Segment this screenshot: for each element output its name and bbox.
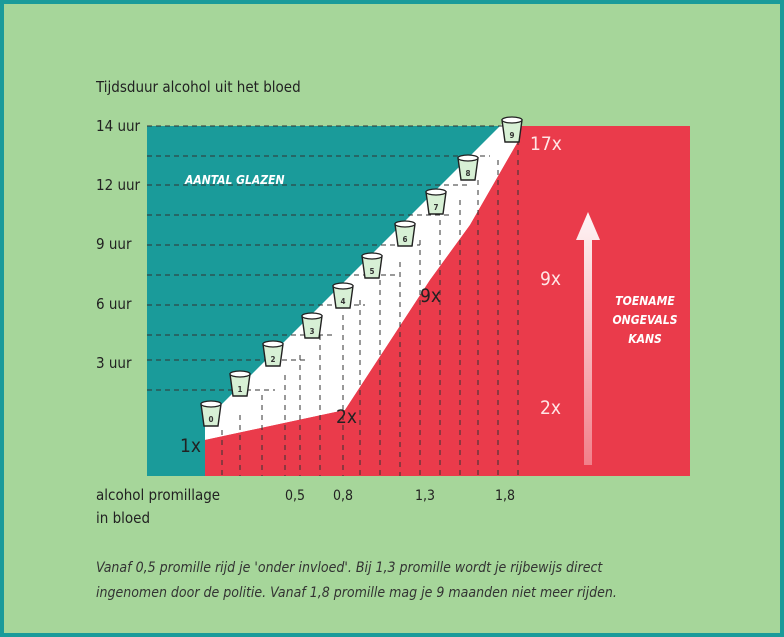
glass-icon: 8 [457, 154, 479, 181]
x-tick-1-8: 1,8 [495, 488, 515, 504]
y-tick-9: 9 uur [96, 235, 132, 253]
glass-icon: 2 [262, 340, 284, 367]
risk-label-9x: 9x [420, 285, 441, 307]
x-tick-0-5: 0,5 [285, 488, 305, 504]
glass-icon: 9 [501, 116, 523, 143]
glass-icon: 1 [229, 370, 251, 397]
y-tick-6: 6 uur [96, 295, 132, 313]
glass-icon: 3 [301, 312, 323, 339]
hgrid [147, 125, 515, 391]
risk-area-top [205, 126, 690, 476]
risk-scale-9x: 9x [540, 268, 561, 290]
glass-number: 0 [208, 415, 213, 424]
glass-icon: 6 [394, 220, 416, 247]
glass-number: 3 [309, 327, 314, 336]
chart-title: Tijdsduur alcohol uit het bloed [95, 78, 301, 96]
increase-arrow-icon [576, 212, 600, 465]
risk-scale-2x: 2x [540, 397, 561, 419]
glass-number: 5 [369, 267, 374, 276]
y-tick-3: 3 uur [96, 354, 132, 372]
glass-number: 2 [270, 355, 275, 364]
risk-label-2x: 2x [336, 406, 357, 428]
glass-number: 8 [465, 169, 470, 178]
x-label-line2: in bloed [96, 509, 150, 527]
y-tick-12: 12 uur [96, 176, 141, 194]
glasses-group: 0 1 2 3 4 5 6 7 8 9 [200, 116, 523, 427]
vgrid [221, 140, 519, 476]
x-label-line1: alcohol promillage [96, 486, 220, 504]
footer-line-1: Vanaf 0,5 promille rijd je 'onder invloe… [96, 560, 603, 576]
footer-line-2: ingenomen door de politie. Vanaf 1,8 pro… [96, 585, 617, 601]
glass-number: 7 [433, 203, 438, 212]
x-tick-1-3: 1,3 [415, 488, 435, 504]
y-tick-14: 14 uur [96, 117, 141, 135]
glass-icon: 7 [425, 188, 447, 215]
arrow-text-1: TOENAME [615, 294, 675, 308]
glass-icon: 5 [361, 252, 383, 279]
x-tick-0-8: 0,8 [333, 488, 353, 504]
glass-icon: 0 [200, 400, 222, 427]
glasses-label: AANTAL GLAZEN [184, 173, 285, 187]
glass-number: 1 [237, 385, 242, 394]
risk-label-17x: 17x [530, 133, 562, 155]
arrow-text-2: ONGEVALS [613, 313, 678, 327]
arrow-text-3: KANS [628, 332, 662, 346]
risk-label-1x: 1x [180, 435, 201, 457]
glass-icon: 4 [332, 282, 354, 309]
glass-number: 9 [509, 131, 514, 140]
glass-number: 6 [402, 235, 407, 244]
chart-svg: Tijdsduur alcohol uit het bloed [95, 78, 690, 601]
glass-number: 4 [340, 297, 345, 306]
